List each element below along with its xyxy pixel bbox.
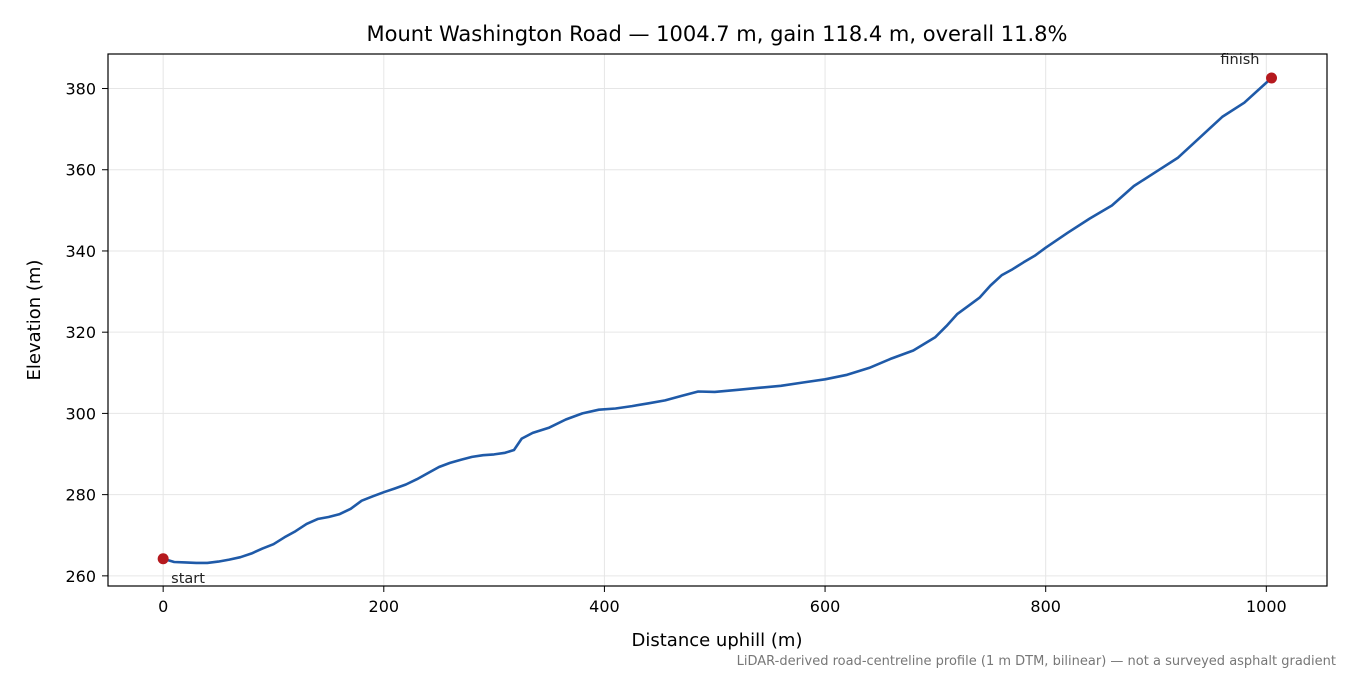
start-marker <box>157 553 169 565</box>
x-tick-label: 800 <box>1030 597 1061 616</box>
chart-title: Mount Washington Road — 1004.7 m, gain 1… <box>367 22 1068 46</box>
x-tick-label: 400 <box>589 597 620 616</box>
y-tick-label: 380 <box>65 80 96 99</box>
x-tick-label: 200 <box>369 597 400 616</box>
y-tick-label: 300 <box>65 404 96 423</box>
start-label: start <box>171 571 205 587</box>
y-tick-label: 260 <box>65 567 96 586</box>
y-tick-label: 280 <box>65 486 96 505</box>
finish-label: finish <box>1220 52 1259 68</box>
x-tick-label: 600 <box>810 597 841 616</box>
elevation-profile-line <box>161 76 1273 565</box>
y-tick-label: 340 <box>65 242 96 261</box>
y-axis-label: Elevation (m) <box>24 260 45 381</box>
footnote: LiDAR-derived road-centreline profile (1… <box>737 654 1336 669</box>
plot-marks: start finish <box>157 52 1278 587</box>
axis-ticks: 0 200 400 600 800 1000 260 280 300 320 340 360 380 <box>65 80 1286 616</box>
finish-marker <box>1266 72 1278 84</box>
plot-frame <box>107 53 1328 587</box>
y-tick-label: 360 <box>65 161 96 180</box>
grid <box>108 54 1327 586</box>
x-axis-label: Distance uphill (m) <box>632 630 803 651</box>
x-tick-label: 0 <box>158 597 168 616</box>
x-tick-label: 1000 <box>1246 597 1287 616</box>
y-tick-label: 320 <box>65 323 96 342</box>
